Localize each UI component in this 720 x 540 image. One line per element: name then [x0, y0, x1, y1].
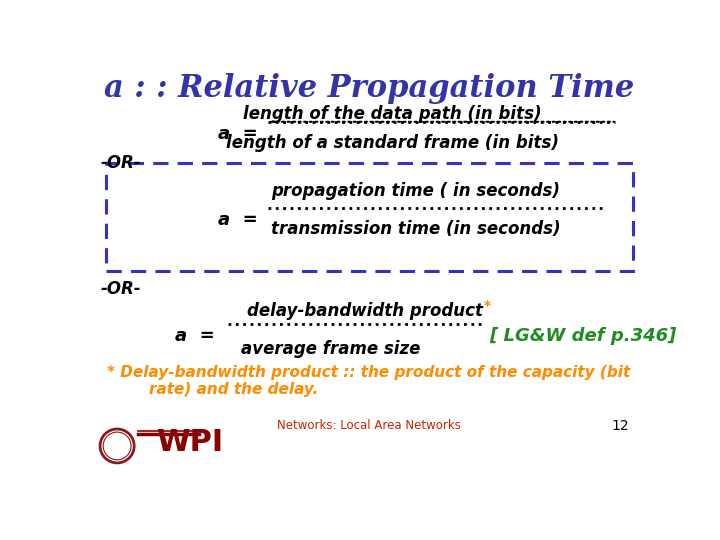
Text: 12: 12 [611, 419, 629, 433]
Text: Networks: Local Area Networks: Networks: Local Area Networks [277, 419, 461, 432]
Text: -OR-: -OR- [101, 154, 141, 172]
Text: transmission time (in seconds): transmission time (in seconds) [271, 220, 560, 238]
Text: propagation time ( in seconds): propagation time ( in seconds) [271, 182, 560, 200]
Text: * Delay-bandwidth product :: the product of the capacity (bit: * Delay-bandwidth product :: the product… [107, 365, 630, 380]
Text: a : : Relative Propagation Time: a : : Relative Propagation Time [104, 72, 634, 104]
Text: -OR-: -OR- [101, 280, 141, 299]
Text: WPI: WPI [156, 428, 223, 457]
Text: *: * [484, 299, 491, 313]
Text: a  =: a = [175, 327, 215, 345]
Text: delay-bandwidth product: delay-bandwidth product [247, 302, 483, 320]
Text: length of a standard frame (in bits): length of a standard frame (in bits) [226, 134, 559, 152]
Text: [ LG&W def p.346]: [ LG&W def p.346] [489, 327, 677, 345]
Text: a  =: a = [218, 211, 258, 229]
Text: rate) and the delay.: rate) and the delay. [107, 382, 318, 397]
Bar [106, 164, 632, 271]
Text: average frame size: average frame size [240, 340, 420, 359]
Text: a  =: a = [218, 125, 258, 143]
Text: length of the data path (in bits): length of the data path (in bits) [243, 105, 541, 123]
